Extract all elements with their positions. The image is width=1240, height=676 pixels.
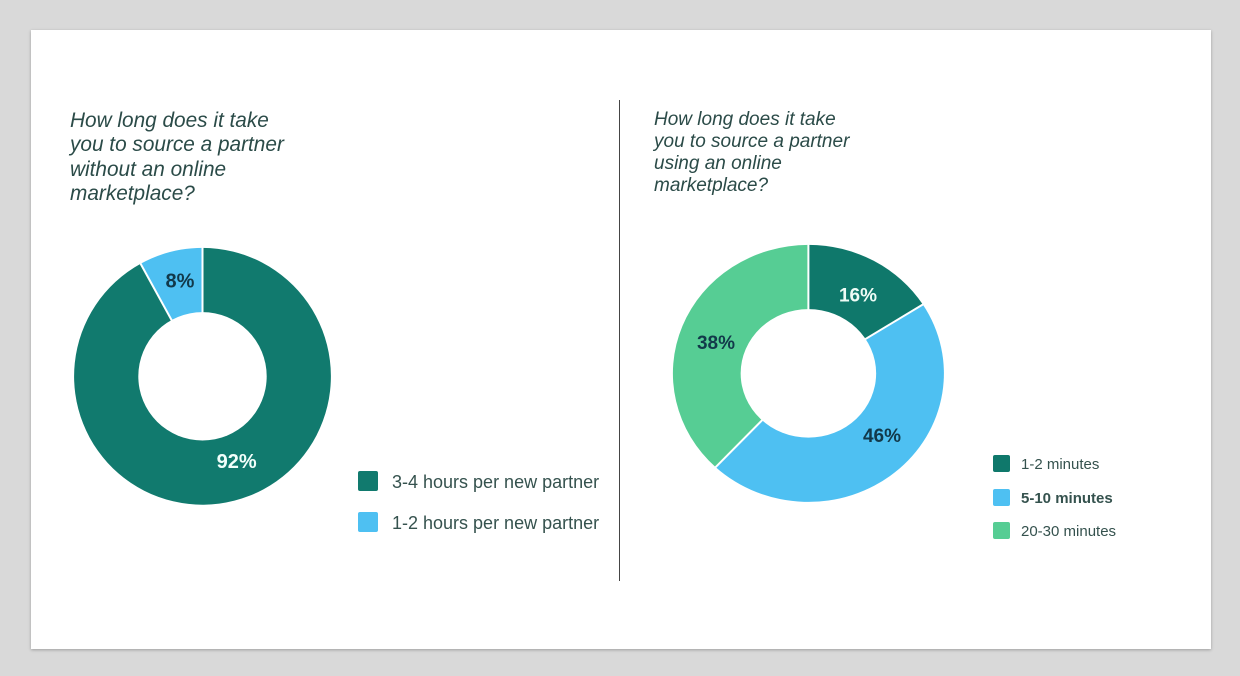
svg-text:38%: 38% (697, 333, 735, 354)
svg-text:46%: 46% (863, 426, 901, 447)
svg-text:92%: 92% (217, 451, 257, 473)
svg-text:8%: 8% (166, 271, 195, 293)
svg-text:16%: 16% (839, 285, 877, 306)
